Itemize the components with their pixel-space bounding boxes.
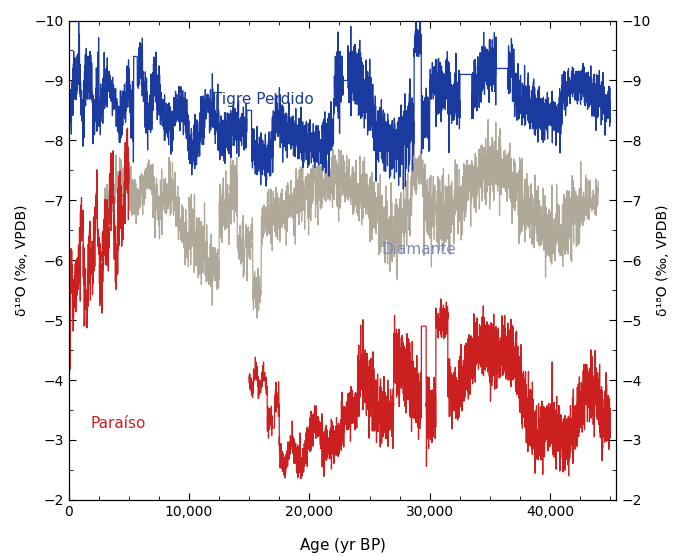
Text: Diamante: Diamante [382, 242, 456, 257]
Y-axis label: δ¹⁸O (‰, VPDB): δ¹⁸O (‰, VPDB) [15, 205, 29, 316]
Text: Tigre Perdido: Tigre Perdido [213, 92, 314, 107]
Text: Age (yr$\mathregular{\ BP}$): Age (yr$\mathregular{\ BP}$) [299, 537, 386, 555]
Text: Paraíso: Paraíso [90, 416, 146, 431]
Y-axis label: δ¹⁸O (‰, VPDB): δ¹⁸O (‰, VPDB) [656, 205, 670, 316]
